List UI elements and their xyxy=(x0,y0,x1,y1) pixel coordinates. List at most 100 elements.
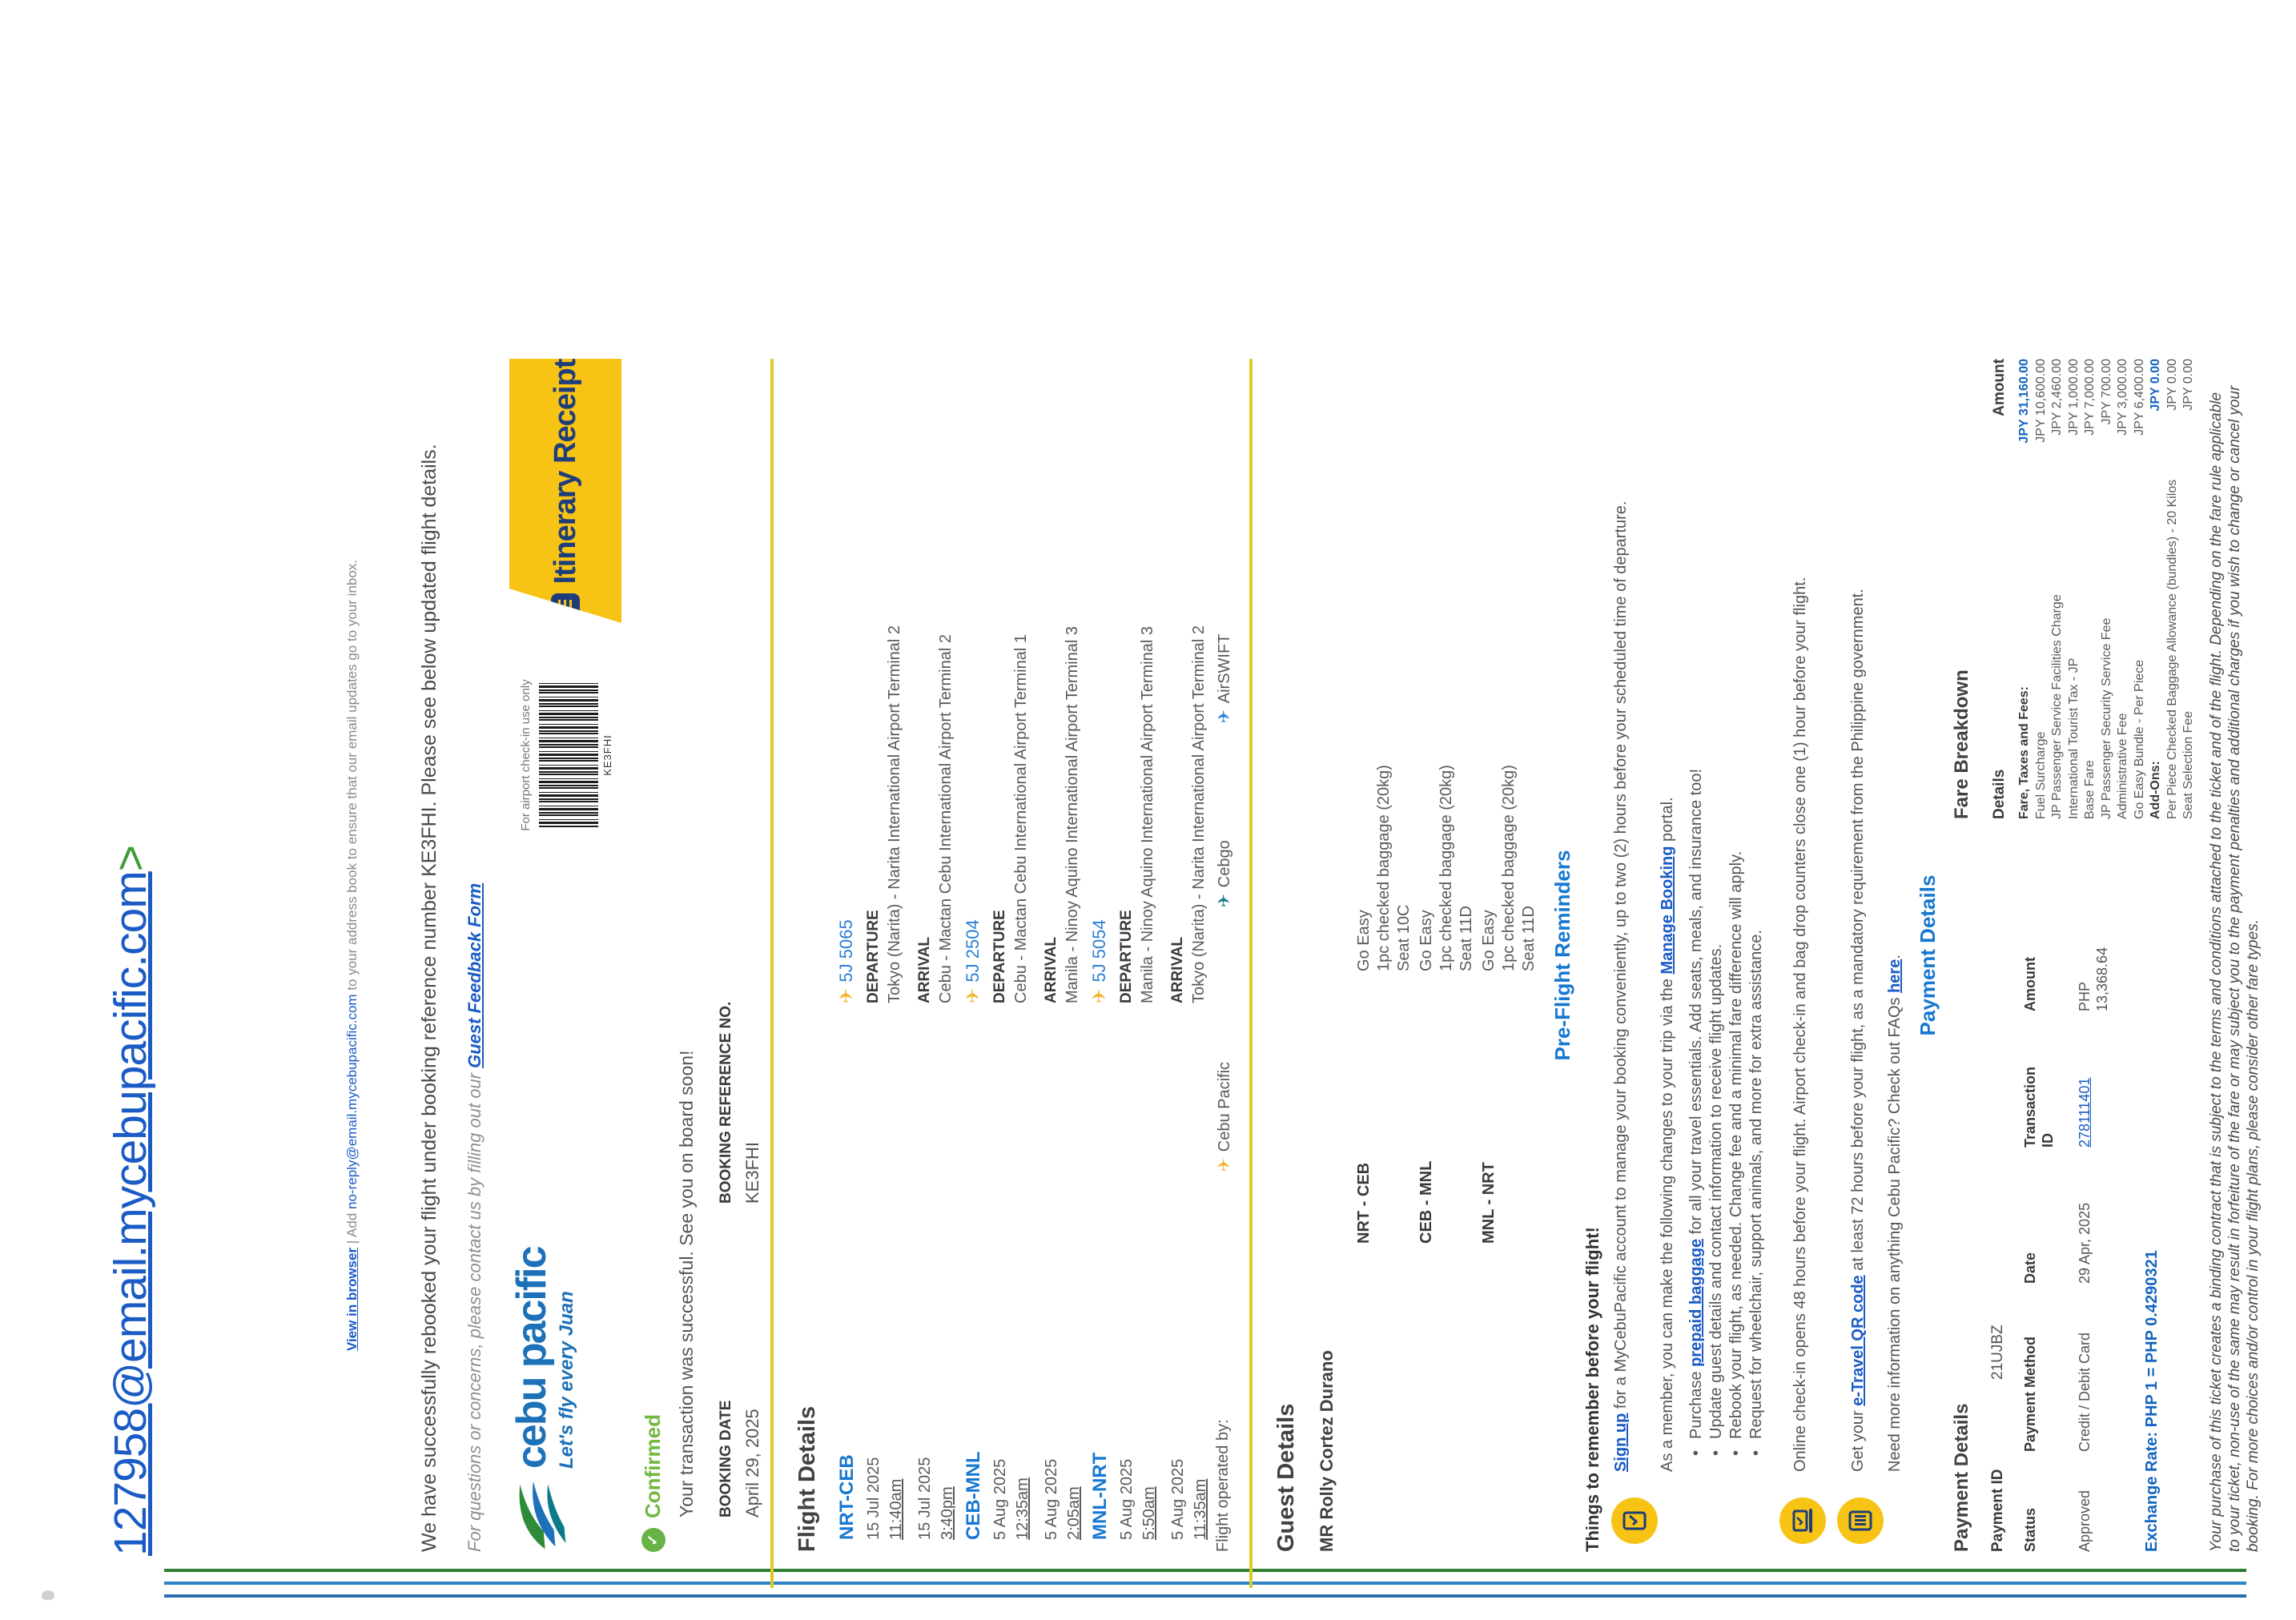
departure-airport: Cebu - Mactan Cebu International Airport… xyxy=(1012,634,1030,1003)
flight-segment-mnl-nrt: MNL-NRT 5 Aug 2025 5:50am 5 Aug 2025 11:… xyxy=(1089,0,1216,1620)
etravel-qr-link[interactable]: e-Travel QR code xyxy=(1849,1275,1867,1406)
fare-row: International Tourist Tax - JP JPY 1,000.… xyxy=(2066,359,2081,819)
noreply-email-text: no-reply@email.mycebupacific.com xyxy=(344,994,360,1209)
receipt-icon xyxy=(551,593,580,622)
departure-date: 15 Jul 2025 xyxy=(865,1457,883,1540)
guest-feedback-form-link[interactable]: Guest Feedback Form xyxy=(464,882,485,1068)
payment-header-method: Payment Method xyxy=(2022,1336,2038,1452)
booking-barcode xyxy=(539,683,598,827)
guest-fare-row: CEB - MNL Go Easy 1pc checked baggage (2… xyxy=(1417,0,1480,1620)
fare-row: JP Passenger Service Facilities Charge JP… xyxy=(2050,359,2064,819)
arrival-date: 5 Aug 2025 xyxy=(1043,1458,1060,1540)
fare-details-header: Details xyxy=(1991,769,2008,819)
itinerary-receipt-banner: Itinerary Receipt xyxy=(509,359,621,623)
operator-cebu-pacific: ✈Cebu Pacific xyxy=(1216,1061,1233,1172)
transaction-message: Your transaction was successful. See you… xyxy=(676,1050,697,1517)
signup-rest: for a MyCebuPacific account to manage yo… xyxy=(1612,500,1630,1413)
concerns-line: For questions or concerns, please contac… xyxy=(464,883,485,1552)
etravel-prefix: Get your xyxy=(1849,1405,1867,1472)
rebooking-confirmation-text: We have successfully rebooked your fligh… xyxy=(418,444,440,1552)
reminder-bullets: Purchase prepaid baggage for all your tr… xyxy=(1687,375,1767,1456)
fare-row: Go Easy Bundle - Per Piece JPY 6,400.00 xyxy=(2132,359,2146,819)
view-in-browser-link[interactable]: View in browser xyxy=(344,1247,360,1352)
flight-details-title: Flight Details xyxy=(794,1405,820,1552)
member-suffix: portal. xyxy=(1659,797,1676,846)
departure-time: 5:50am xyxy=(1140,1486,1158,1540)
route-label: CEB-MNL xyxy=(963,1451,984,1540)
plane-icon: ✈ xyxy=(1089,988,1109,1003)
flight-number: ✈5J 5054 xyxy=(1089,919,1109,1003)
booking-date-block: BOOKING DATE April 29, 2025 xyxy=(718,1401,763,1517)
departure-date: 5 Aug 2025 xyxy=(1118,1458,1136,1540)
flight-number: ✈5J 2504 xyxy=(963,919,983,1003)
arrival-airport: Cebu - Mactan Cebu International Airport… xyxy=(937,634,955,1003)
payment-header-status: Status xyxy=(2022,1507,2038,1552)
departure-label: DEPARTURE xyxy=(865,910,882,1003)
arrival-label: ARRIVAL xyxy=(916,936,933,1003)
operator-airswift: ✈AirSWIFT xyxy=(1216,633,1233,723)
guest-fare-row: MNL - NRT Go Easy 1pc checked baggage (2… xyxy=(1480,0,1542,1620)
departure-label: DEPARTURE xyxy=(991,910,1008,1003)
status-badge: Confirmed xyxy=(641,1414,665,1518)
guest-route: MNL - NRT xyxy=(1480,1162,1498,1244)
transaction-id-link[interactable]: 278111401 xyxy=(2077,1077,2093,1148)
status-row: ✓ Confirmed xyxy=(641,1414,665,1552)
arrival-time: 11:35am xyxy=(1192,1478,1209,1540)
guest-name: MR Rolly Cortez Durano xyxy=(1317,1350,1337,1552)
operated-by-label: Flight operated by: xyxy=(1214,1419,1232,1552)
booking-reference-value: KE3FHI xyxy=(742,1141,762,1204)
faq-suffix: . xyxy=(1886,955,1904,959)
arrival-time: 2:05am xyxy=(1065,1486,1083,1540)
preheader-text: View in browser | Add no-reply@email.myc… xyxy=(343,435,362,1476)
flight-card-bottom-rule xyxy=(1249,359,1253,1588)
fare-row: Administrative Fee JPY 3,000.00 xyxy=(2116,359,2129,819)
payment-id-value: 21UJBZ xyxy=(1989,1325,2006,1380)
etravel-passport-icon xyxy=(1837,1497,1884,1544)
departure-date: 5 Aug 2025 xyxy=(991,1458,1009,1540)
route-label: MNL-NRT xyxy=(1089,1452,1111,1540)
seat-assignment: Seat 11D xyxy=(1458,906,1475,971)
flight-segment-nrt-ceb: NRT-CEB 15 Jul 2025 11:40am 15 Jul 2025 … xyxy=(836,0,963,1620)
amount-number: 13,368.64 xyxy=(2094,947,2110,1011)
payment-status-value: Approved xyxy=(2077,1489,2093,1552)
flight-segment-ceb-mnl: CEB-MNL 5 Aug 2025 12:35am 5 Aug 2025 2:… xyxy=(963,0,1089,1620)
baggage-allowance: 1pc checked baggage (20kg) xyxy=(1500,765,1518,971)
prepaid-baggage-link[interactable]: prepaid baggage xyxy=(1687,1238,1705,1367)
bullet-wheelchair: Request for wheelchair, support animals,… xyxy=(1747,375,1767,1456)
bullet-prepaid-baggage: Purchase prepaid baggage for all your tr… xyxy=(1687,375,1707,1456)
cebu-pacific-logo: cebu pacific Let's fly every Juan xyxy=(509,1247,578,1552)
payment-id-label: Payment ID xyxy=(1989,1469,2006,1552)
faq-paragraph: Need more information on anything Cebu P… xyxy=(1885,375,1905,1472)
sign-up-link[interactable]: Sign up xyxy=(1612,1413,1630,1472)
payment-date-value: 29 Apr, 2025 xyxy=(2077,1202,2093,1284)
departure-airport: Manila - Ninoy Aquino International Airp… xyxy=(1139,626,1156,1003)
route-label: NRT-CEB xyxy=(836,1454,858,1540)
fare-row: JP Passenger Security Service Fee JPY 700… xyxy=(2099,359,2113,819)
logo-tagline: Let's fly every Juan xyxy=(556,1291,577,1469)
member-prefix: As a member, you can make the following … xyxy=(1659,974,1676,1472)
plane-icon: ✈ xyxy=(1216,1158,1233,1172)
guest-details-title: Guest Details xyxy=(1273,1403,1299,1552)
etravel-suffix: at least 72 hours before your flight, as… xyxy=(1849,589,1867,1276)
logo-wordmark: cebu pacific xyxy=(509,1247,555,1469)
fare-breakdown-table: Fare, Taxes and Fees: JPY 31,160.00 Fuel … xyxy=(2017,359,2197,819)
concerns-prefix: For questions or concerns, please contac… xyxy=(464,1067,485,1552)
cebu-pacific-bird-icon xyxy=(519,1481,566,1550)
manage-booking-link[interactable]: Manage Booking xyxy=(1659,846,1676,975)
arrival-date: 5 Aug 2025 xyxy=(1169,1458,1187,1540)
arrival-label: ARRIVAL xyxy=(1043,936,1060,1003)
booking-reference-block: BOOKING REFERENCE NO. KE3FHI xyxy=(718,1002,763,1204)
scan-smudge xyxy=(42,1590,54,1600)
faq-here-link[interactable]: here xyxy=(1886,959,1904,993)
guest-route: NRT - CEB xyxy=(1355,1162,1373,1244)
plane-icon: ✈ xyxy=(1216,894,1233,907)
payment-header-amount: Amount xyxy=(2022,957,2038,1011)
things-to-remember-heading: Things to remember before your flight! xyxy=(1582,1227,1602,1552)
departure-time: 11:40am xyxy=(887,1478,905,1540)
barcode-block: For airport check-in use only KE3FHI xyxy=(519,659,613,851)
booking-date-label: BOOKING DATE xyxy=(718,1400,734,1517)
online-checkin-paragraph: Online check-in opens 48 hours before yo… xyxy=(1791,577,1809,1472)
sender-email-link[interactable]: 127958@email.mycebupacific.com xyxy=(105,871,156,1556)
exchange-rate-note: Exchange Rate: PHP 1 = PHP 0.4290321 xyxy=(2143,1250,2161,1552)
